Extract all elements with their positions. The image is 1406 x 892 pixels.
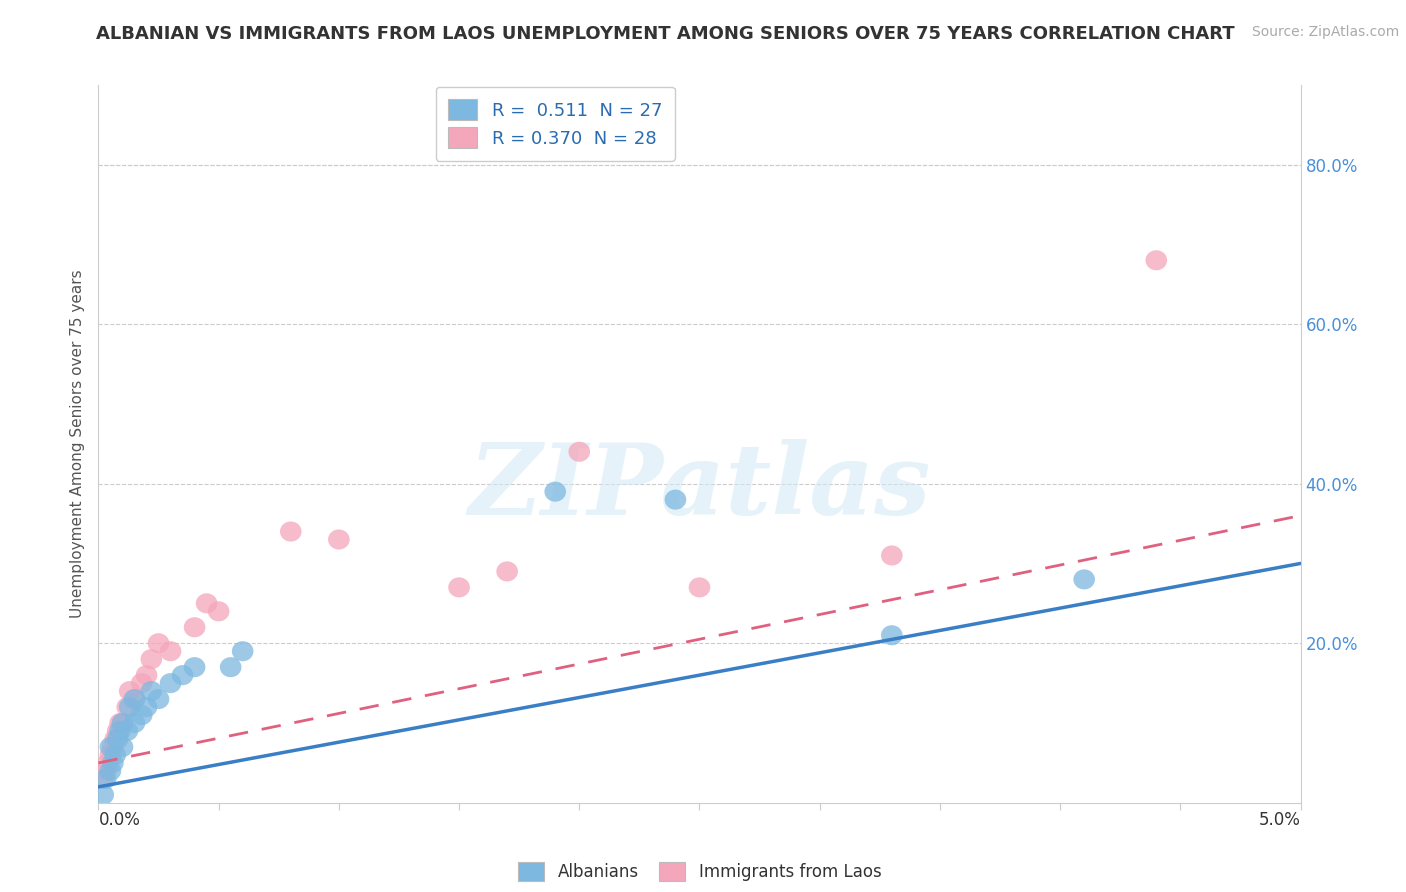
Ellipse shape [103, 753, 124, 773]
Ellipse shape [184, 617, 205, 637]
Ellipse shape [219, 657, 242, 677]
Ellipse shape [328, 530, 350, 549]
Ellipse shape [568, 442, 591, 462]
Ellipse shape [544, 482, 567, 501]
Ellipse shape [110, 713, 131, 733]
Text: ALBANIAN VS IMMIGRANTS FROM LAOS UNEMPLOYMENT AMONG SENIORS OVER 75 YEARS CORREL: ALBANIAN VS IMMIGRANTS FROM LAOS UNEMPLO… [96, 25, 1234, 43]
Text: Source: ZipAtlas.com: Source: ZipAtlas.com [1251, 25, 1399, 39]
Ellipse shape [160, 641, 181, 661]
Ellipse shape [172, 665, 194, 685]
Ellipse shape [93, 769, 114, 789]
Ellipse shape [94, 761, 117, 780]
Ellipse shape [131, 673, 152, 693]
Ellipse shape [111, 713, 134, 733]
Ellipse shape [117, 697, 138, 717]
Ellipse shape [100, 737, 121, 757]
Ellipse shape [280, 522, 301, 541]
Ellipse shape [124, 689, 145, 709]
Ellipse shape [100, 745, 121, 765]
Ellipse shape [120, 697, 141, 717]
Ellipse shape [110, 721, 131, 741]
Ellipse shape [136, 665, 157, 685]
Text: 0.0%: 0.0% [98, 811, 141, 829]
Ellipse shape [195, 593, 218, 614]
Ellipse shape [111, 737, 134, 757]
Ellipse shape [117, 721, 138, 741]
Ellipse shape [882, 545, 903, 566]
Ellipse shape [148, 633, 169, 653]
Ellipse shape [136, 697, 157, 717]
Ellipse shape [107, 729, 128, 749]
Ellipse shape [104, 729, 127, 749]
Ellipse shape [689, 577, 710, 598]
Y-axis label: Unemployment Among Seniors over 75 years: Unemployment Among Seniors over 75 years [70, 269, 86, 618]
Ellipse shape [94, 769, 117, 789]
Ellipse shape [208, 601, 229, 622]
Ellipse shape [496, 561, 517, 582]
Ellipse shape [124, 713, 145, 733]
Ellipse shape [141, 649, 162, 669]
Text: ZIPatlas: ZIPatlas [468, 439, 931, 535]
Ellipse shape [141, 681, 162, 701]
Ellipse shape [184, 657, 205, 677]
Text: 5.0%: 5.0% [1258, 811, 1301, 829]
Ellipse shape [103, 737, 124, 757]
Ellipse shape [1146, 251, 1167, 270]
Ellipse shape [148, 689, 169, 709]
Ellipse shape [124, 689, 145, 709]
Legend: Albanians, Immigrants from Laos: Albanians, Immigrants from Laos [510, 855, 889, 888]
Ellipse shape [131, 705, 152, 725]
Ellipse shape [882, 625, 903, 645]
Ellipse shape [160, 673, 181, 693]
Ellipse shape [100, 761, 121, 780]
Ellipse shape [232, 641, 253, 661]
Ellipse shape [665, 490, 686, 509]
Ellipse shape [111, 713, 134, 733]
Ellipse shape [449, 577, 470, 598]
Ellipse shape [120, 681, 141, 701]
Ellipse shape [107, 721, 128, 741]
Ellipse shape [93, 785, 114, 805]
Ellipse shape [1073, 569, 1095, 590]
Ellipse shape [104, 745, 127, 765]
Ellipse shape [97, 753, 120, 773]
